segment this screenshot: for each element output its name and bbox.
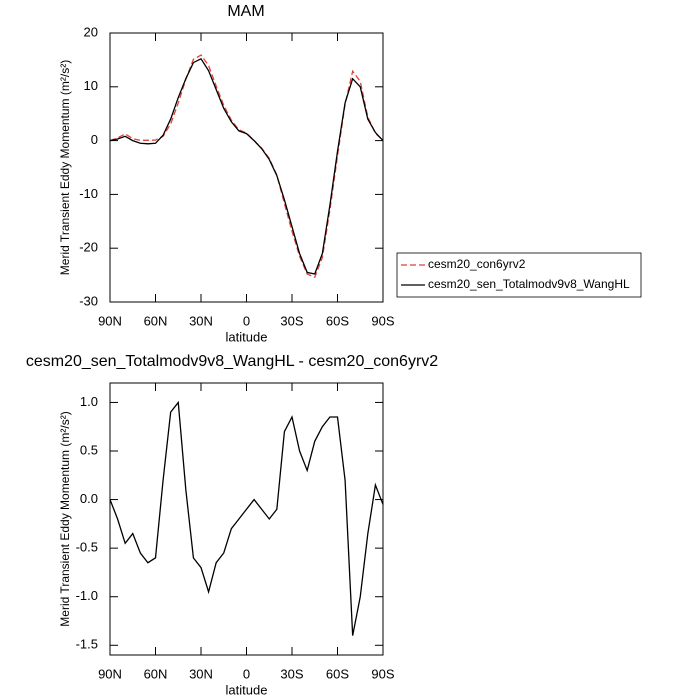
x-tick-label: 90N [98,313,122,328]
y-tick-label: 0.5 [80,442,98,457]
x-tick-label: 30S [280,666,303,681]
y-axis-label: Merid Transient Eddy Momentum (m²/s²) [58,411,72,626]
plot-frame [109,32,384,303]
data-line [109,57,384,275]
y-axis-label: Merid Transient Eddy Momentum (m²/s²) [58,60,72,275]
x-tick-label: 0 [243,313,250,328]
x-tick-label: 90S [371,666,394,681]
y-tick-label: -1.5 [76,637,98,652]
x-tick-label: 90N [98,666,122,681]
y-tick-label: -1.0 [76,588,98,603]
x-tick-label: 60S [326,666,349,681]
x-tick-label: 30N [189,666,213,681]
legend-label: cesm20_sen_Totalmodv9v8_WangHL [428,277,630,291]
y-tick-label: 20 [84,24,98,39]
y-tick-label: 0.0 [80,491,98,506]
y-tick-label: 0 [91,132,98,147]
x-tick-label: 90S [371,313,394,328]
chart-title: cesm20_sen_Totalmodv9v8_WangHL - cesm20_… [26,353,438,370]
chart-title: MAM [227,3,264,20]
data-line [109,54,384,279]
y-tick-label: 10 [84,78,98,93]
legend-box [396,252,642,298]
y-tick-label: -20 [79,240,98,255]
y-tick-label: -0.5 [76,540,98,555]
x-axis-label: latitude [226,329,268,344]
x-tick-label: 60S [326,313,349,328]
x-tick-label: 30N [189,313,213,328]
x-tick-label: 60N [144,666,168,681]
x-tick-label: 60N [144,313,168,328]
y-tick-label: -30 [79,293,98,308]
y-tick-label: 1.0 [80,394,98,409]
x-tick-label: 0 [243,666,250,681]
legend-label: cesm20_con6yrv2 [428,257,526,271]
y-tick-label: -10 [79,186,98,201]
plot-frame [109,382,384,656]
x-axis-label: latitude [226,682,268,697]
x-tick-label: 30S [280,313,303,328]
data-line [109,400,384,636]
